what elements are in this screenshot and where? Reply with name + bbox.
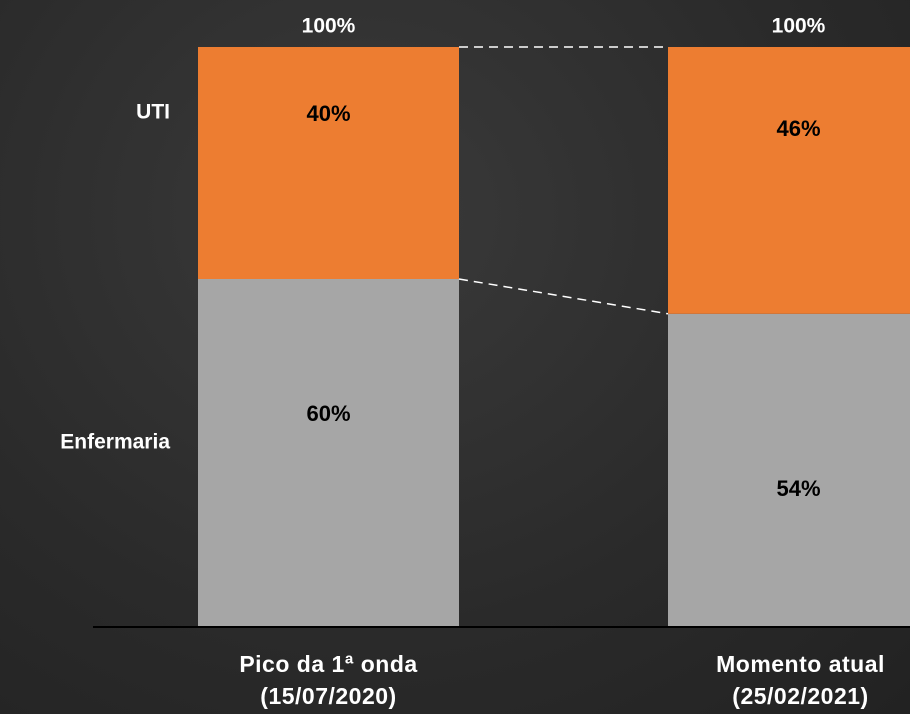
data-label: 46% <box>776 116 820 141</box>
total-label: 100% <box>302 15 356 38</box>
bar-segment <box>198 279 459 627</box>
data-label: 40% <box>306 101 350 126</box>
x-tick-label: Momento atual (25/02/2021) <box>716 651 885 709</box>
series-label: UTI <box>136 101 170 124</box>
bar-segment <box>668 313 910 627</box>
connector <box>458 278 669 315</box>
x-tick-label: Pico da 1ª onda (15/07/2020) <box>239 651 418 709</box>
bar-segment <box>198 47 459 279</box>
data-label: 60% <box>306 401 350 426</box>
series-label: Enfermaria <box>60 431 170 454</box>
data-label: 54% <box>776 476 820 501</box>
bar-segment <box>668 47 910 314</box>
total-label: 100% <box>772 15 826 38</box>
